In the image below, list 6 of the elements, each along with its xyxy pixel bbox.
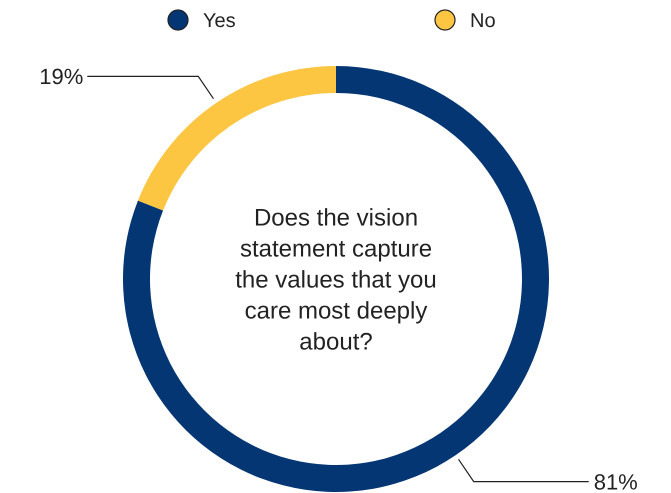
data-label: 81% xyxy=(594,469,638,493)
legend-label: Yes xyxy=(203,10,236,32)
data-label: 19% xyxy=(39,64,84,90)
donut-slice xyxy=(123,66,549,492)
legend-label: No xyxy=(470,10,496,32)
text: Does the vision statement capture the values that you care most deeply about? xyxy=(235,204,437,356)
